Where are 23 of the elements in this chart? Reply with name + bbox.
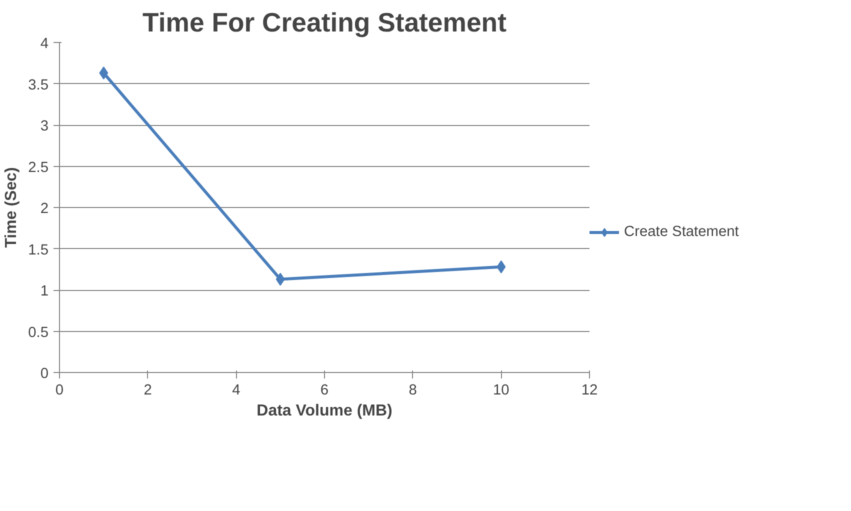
chart-title: Time For Creating Statement: [142, 8, 507, 38]
y-tick-label: 0.5: [28, 324, 48, 341]
legend-label: Create Statement: [624, 224, 739, 240]
x-tick-label: 8: [408, 382, 417, 398]
point: [99, 66, 108, 80]
y-tick-label: 3.5: [28, 77, 48, 94]
y-tick-label: 1: [40, 284, 49, 300]
y-tick-label: 4: [40, 36, 49, 52]
x-axis-title: Data Volume (MB): [256, 402, 392, 420]
x-tick-label: 0: [55, 382, 64, 398]
x-tick-label: 10: [493, 382, 510, 398]
x-tick-label: 6: [320, 382, 329, 398]
y-tick-label: 1.5: [28, 242, 48, 258]
x-tick-label: 2: [144, 382, 152, 398]
y-tick-label: 2: [40, 201, 49, 217]
y-tick-label: 3: [40, 118, 49, 134]
point: [496, 260, 506, 274]
x-tick-label: 12: [581, 382, 598, 398]
y-axis-title: Time (Sec): [3, 167, 20, 248]
y-tick-label: 0: [40, 366, 49, 382]
point: [276, 272, 285, 286]
y-tick-label: 2.5: [28, 160, 48, 176]
x-tick-label: 4: [232, 382, 240, 398]
